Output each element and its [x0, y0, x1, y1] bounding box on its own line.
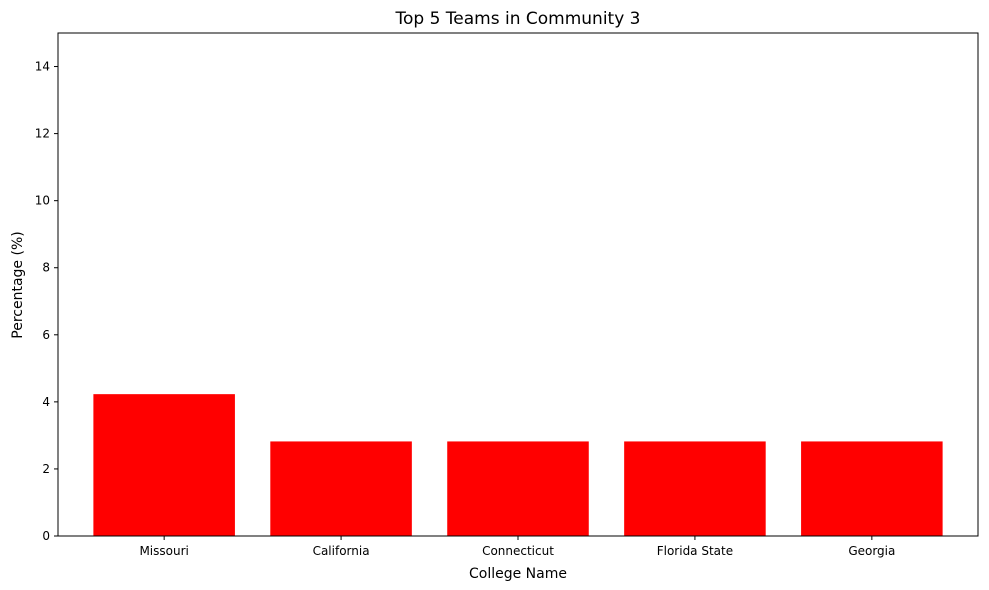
x-axis-label: College Name	[469, 566, 567, 582]
bar-california	[270, 441, 412, 536]
bar-missouri	[93, 394, 235, 536]
y-tick-label: 8	[42, 261, 50, 275]
y-tick-label: 14	[35, 60, 50, 74]
x-tick-label: Florida State	[657, 544, 733, 558]
y-tick-label: 10	[35, 194, 50, 208]
bar-georgia	[801, 441, 943, 536]
x-tick-label: California	[313, 544, 370, 558]
bars-group	[93, 394, 943, 536]
y-tick-label: 4	[42, 395, 50, 409]
y-axis: 0 2 4 6 8 10 12 14	[35, 60, 58, 543]
y-tick-label: 12	[35, 127, 50, 141]
y-tick-label: 6	[42, 328, 50, 342]
x-tick-label: Missouri	[139, 544, 188, 558]
y-axis-label: Percentage (%)	[10, 231, 26, 338]
bar-florida-state	[624, 441, 766, 536]
bar-connecticut	[447, 441, 589, 536]
x-tick-label: Georgia	[848, 544, 895, 558]
x-tick-label: Connecticut	[482, 544, 554, 558]
y-tick-label: 0	[42, 529, 50, 543]
y-tick-label: 2	[42, 462, 50, 476]
x-axis: Missouri California Connecticut Florida Sta…	[139, 536, 895, 558]
chart-title: Top 5 Teams in Community 3	[394, 9, 640, 29]
